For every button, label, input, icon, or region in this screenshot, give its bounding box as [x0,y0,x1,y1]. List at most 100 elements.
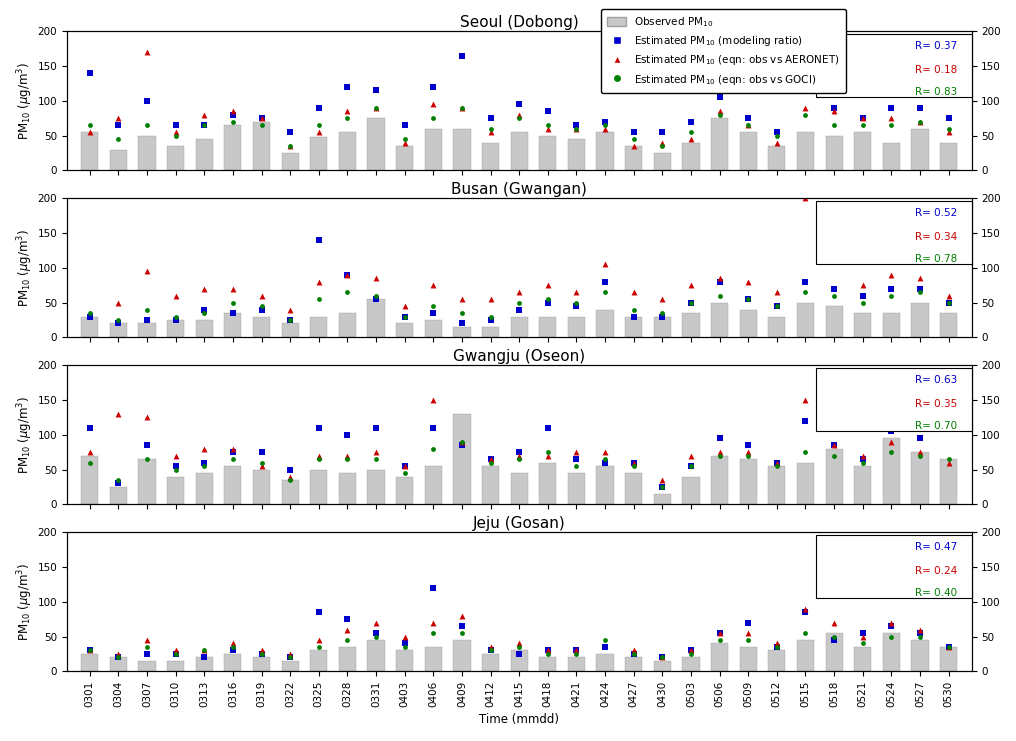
Point [654,651,671,663]
Bar [883,313,900,337]
Point [912,631,929,642]
Point [568,119,584,131]
Bar [453,327,470,337]
Point [568,123,584,135]
Point [654,136,671,148]
Bar [653,153,671,170]
Point [483,113,499,124]
Point [711,627,727,639]
Point [139,46,155,58]
Bar [225,125,242,170]
Point [396,300,412,312]
Point [168,645,184,657]
Y-axis label: PM$_{10}$ ($\mu$g/m$^3$): PM$_{10}$ ($\mu$g/m$^3$) [15,229,35,307]
Bar [826,136,842,170]
Bar [940,313,957,337]
Point [311,293,327,305]
Point [282,314,299,326]
Point [883,425,899,437]
Point [483,453,499,465]
Point [454,627,470,639]
Point [168,119,184,131]
Bar [368,470,385,505]
Point [311,422,327,433]
Point [368,453,384,465]
Point [854,453,871,465]
Bar [368,299,385,337]
Point [81,310,98,322]
Point [941,422,957,433]
Bar [338,647,356,671]
Point [740,627,756,639]
Point [626,648,642,660]
Point [769,136,785,148]
Bar [854,132,872,170]
Point [111,651,127,663]
Point [511,446,527,458]
Point [139,411,155,423]
Point [826,634,842,646]
Point [81,119,98,131]
Bar [940,142,957,170]
Bar [110,657,127,671]
Title: Seoul (Dobong): Seoul (Dobong) [460,15,578,30]
Point [798,276,814,288]
Point [626,133,642,145]
Point [253,648,269,660]
Point [425,442,441,454]
Point [368,290,384,302]
Bar [797,132,814,170]
Bar [683,657,700,671]
Point [196,456,212,468]
Bar [826,633,842,671]
Point [798,109,814,121]
Point [311,641,327,653]
Text: R= 0.24: R= 0.24 [914,565,957,576]
Bar [482,654,499,671]
Point [396,310,412,322]
Bar [310,316,327,337]
Point [483,645,499,657]
Bar [940,647,957,671]
Point [654,140,671,152]
Point [654,293,671,305]
Bar [81,316,99,337]
Point [568,286,584,298]
Point [368,617,384,628]
Point [483,641,499,653]
Y-axis label: PM$_{10}$ ($\mu$g/m$^3$): PM$_{10}$ ($\mu$g/m$^3$) [15,62,35,140]
Point [539,296,556,308]
Point [769,300,785,312]
Bar [768,316,785,337]
Bar [539,316,557,337]
Point [539,279,556,291]
Bar [826,306,842,337]
Point [854,450,871,462]
Point [511,637,527,649]
Point [425,300,441,312]
Point [798,602,814,614]
Bar [683,142,700,170]
Point [883,446,899,458]
Point [111,651,127,663]
Bar [653,661,671,671]
Point [168,290,184,302]
Point [912,102,929,113]
Point [253,290,269,302]
Point [912,446,929,458]
Point [941,113,957,124]
Bar [167,320,184,337]
Point [253,119,269,131]
Point [826,290,842,302]
Bar [625,657,642,671]
Point [196,119,212,131]
Point [225,442,241,454]
Point [225,283,241,295]
Point [111,133,127,145]
Text: R= 0.52: R= 0.52 [914,208,957,218]
Point [597,123,614,135]
Point [883,102,899,113]
FancyBboxPatch shape [816,34,971,96]
Point [912,432,929,444]
Point [339,453,356,465]
